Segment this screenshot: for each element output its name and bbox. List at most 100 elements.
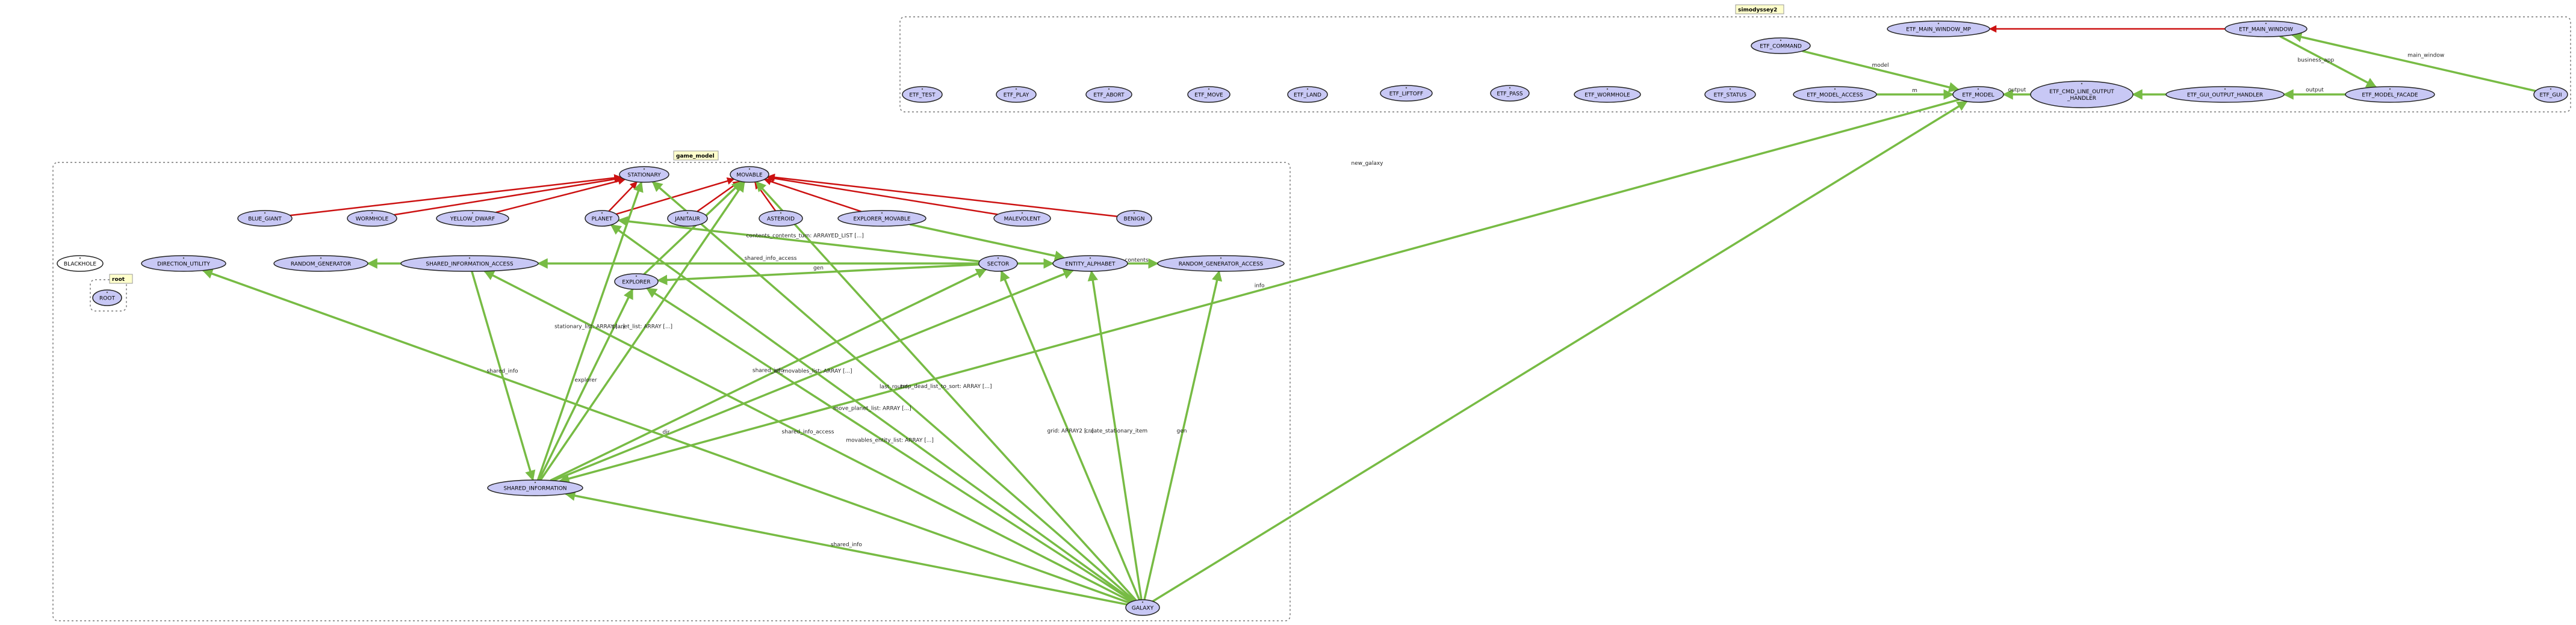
class-node-rng-access[interactable]: RANDOM_GENERATOR_ACCESS bbox=[1157, 255, 1285, 272]
class-marker-dot bbox=[2389, 88, 2391, 90]
class-ellipse[interactable] bbox=[2224, 20, 2308, 37]
class-node-direction-utility[interactable]: DIRECTION_UTILITY bbox=[141, 255, 226, 272]
class-node-model-access[interactable]: ETF_MODEL_ACCESS bbox=[1793, 86, 1877, 103]
class-node-status[interactable]: ETF_STATUS bbox=[1704, 86, 1756, 103]
class-node-move[interactable]: ETF_MOVE bbox=[1187, 86, 1231, 103]
class-ellipse[interactable] bbox=[585, 210, 619, 227]
class-ellipse[interactable] bbox=[92, 289, 122, 306]
class-ellipse[interactable] bbox=[996, 86, 1037, 103]
class-ellipse[interactable] bbox=[1187, 86, 1231, 103]
class-node-explorer[interactable]: EXPLORER bbox=[614, 273, 659, 290]
class-ellipse[interactable] bbox=[237, 210, 293, 227]
class-node-liftoff[interactable]: ETF_LIFTOFF bbox=[1380, 85, 1433, 102]
cluster-label-tab bbox=[109, 274, 133, 284]
class-ellipse[interactable] bbox=[730, 166, 769, 183]
class-ellipse[interactable] bbox=[1125, 599, 1160, 616]
class-node-model[interactable]: ETF_MODEL bbox=[1952, 86, 2004, 103]
class-node-root[interactable]: ROOT bbox=[92, 289, 122, 306]
class-node-command[interactable]: ETF_COMMAND bbox=[1751, 37, 1811, 54]
class-node-sector[interactable]: SECTOR bbox=[978, 255, 1018, 272]
class-node-yellow-dwarf[interactable]: YELLOW_DWARF bbox=[436, 210, 509, 227]
class-node-wormhole-cmd[interactable]: ETF_WORMHOLE bbox=[1574, 86, 1641, 103]
class-node-main-window-mp[interactable]: ETF_MAIN_WINDOW_MP bbox=[1887, 20, 1990, 37]
class-ellipse[interactable] bbox=[759, 210, 803, 227]
class-node-blue-giant[interactable]: BLUE_GIANT bbox=[237, 210, 293, 227]
class-ellipse[interactable] bbox=[400, 255, 539, 272]
class-node-land[interactable]: ETF_LAND bbox=[1287, 86, 1328, 103]
class-node-blackhole[interactable]: BLACKHOLE bbox=[57, 255, 104, 272]
class-ellipse[interactable] bbox=[1287, 86, 1328, 103]
class-node-test[interactable]: ETF_TEST bbox=[902, 86, 943, 103]
class-node-planet[interactable]: PLANET bbox=[585, 210, 619, 227]
class-marker-dot bbox=[264, 212, 266, 214]
class-node-asteroid[interactable]: ASTEROID bbox=[759, 210, 803, 227]
class-ellipse[interactable] bbox=[2165, 86, 2285, 103]
class-node-explorer-movable[interactable]: EXPLORER_MOVABLE bbox=[837, 210, 926, 227]
class-ellipse[interactable] bbox=[614, 273, 659, 290]
edge-label: output bbox=[2306, 87, 2324, 93]
class-node-movable[interactable]: MOVABLE bbox=[730, 166, 769, 183]
edge-label: stationary_list: ARRAY [...] bbox=[554, 324, 625, 330]
edge-label: shared_info bbox=[831, 542, 863, 548]
class-ellipse[interactable] bbox=[978, 255, 1018, 272]
cluster-label: game_model bbox=[676, 153, 715, 159]
class-node-abort[interactable]: ETF_ABORT bbox=[1085, 86, 1132, 103]
class-ellipse[interactable] bbox=[2345, 86, 2435, 103]
class-ellipse[interactable] bbox=[993, 210, 1051, 227]
class-marker-dot bbox=[2550, 88, 2552, 90]
class-marker-dot bbox=[534, 481, 536, 484]
class-ellipse[interactable] bbox=[436, 210, 509, 227]
class-ellipse[interactable] bbox=[837, 210, 926, 227]
class-ellipse[interactable] bbox=[1704, 86, 1756, 103]
class-ellipse[interactable] bbox=[1952, 86, 2004, 103]
class-ellipse[interactable] bbox=[141, 255, 226, 272]
class-ellipse[interactable] bbox=[347, 210, 397, 227]
class-node-janitaur[interactable]: JANITAUR bbox=[667, 210, 708, 227]
class-node-shared-info-access[interactable]: SHARED_INFORMATION_ACCESS bbox=[400, 255, 539, 272]
class-ellipse[interactable] bbox=[619, 166, 669, 183]
class-node-pass[interactable]: ETF_PASS bbox=[1490, 85, 1530, 102]
class-node-random-generator[interactable]: RANDOM_GENERATOR bbox=[273, 255, 368, 272]
class-ellipse[interactable] bbox=[1793, 86, 1877, 103]
class-label: RANDOM_GENERATOR_ACCESS bbox=[1179, 262, 1264, 268]
class-ellipse[interactable] bbox=[667, 210, 708, 227]
edge-label: contents bbox=[1125, 257, 1148, 263]
class-marker-dot bbox=[601, 212, 603, 214]
class-node-gui-output[interactable]: ETF_GUI_OUTPUT_HANDLER bbox=[2165, 86, 2285, 103]
client-edge-sector-to-explorer bbox=[656, 263, 979, 286]
class-ellipse[interactable] bbox=[1116, 210, 1152, 227]
edge-label: shared_info bbox=[753, 368, 784, 374]
class-ellipse[interactable] bbox=[1574, 86, 1641, 103]
class-ellipse[interactable] bbox=[2533, 86, 2568, 103]
class-ellipse[interactable] bbox=[1490, 85, 1530, 102]
class-ellipse[interactable] bbox=[1085, 86, 1132, 103]
class-ellipse[interactable] bbox=[487, 479, 583, 496]
class-ellipse[interactable] bbox=[1887, 20, 1990, 37]
class-node-benign[interactable]: BENIGN bbox=[1116, 210, 1152, 227]
class-ellipse[interactable] bbox=[1052, 255, 1128, 272]
client-edge-galaxy-to-movable bbox=[755, 180, 1137, 602]
class-node-wormhole[interactable]: WORMHOLE bbox=[347, 210, 397, 227]
class-marker-dot bbox=[635, 275, 638, 277]
class-node-model-facade[interactable]: ETF_MODEL_FACADE bbox=[2345, 86, 2435, 103]
class-node-gui[interactable]: ETF_GUI bbox=[2533, 86, 2568, 103]
class-ellipse[interactable] bbox=[902, 86, 943, 103]
class-node-main-window[interactable]: ETF_MAIN_WINDOW bbox=[2224, 20, 2308, 37]
class-node-play[interactable]: ETF_PLAY bbox=[996, 86, 1037, 103]
class-marker-dot bbox=[1133, 212, 1135, 214]
class-ellipse[interactable] bbox=[57, 255, 104, 272]
class-ellipse[interactable] bbox=[1751, 37, 1811, 54]
class-node-stationary[interactable]: STATIONARY bbox=[619, 166, 669, 183]
class-ellipse[interactable] bbox=[2030, 81, 2134, 108]
class-ellipse[interactable] bbox=[1157, 255, 1285, 272]
class-label: ETF_MODEL_FACADE bbox=[2362, 93, 2418, 99]
class-node-cmd-line[interactable]: ETF_CMD_LINE_OUTPUT _HANDLER bbox=[2030, 81, 2134, 108]
class-ellipse[interactable] bbox=[1380, 85, 1433, 102]
class-ellipse[interactable] bbox=[273, 255, 368, 272]
class-node-entity-alphabet[interactable]: ENTITY_ALPHABET bbox=[1052, 255, 1128, 272]
class-node-galaxy[interactable]: GALAXY bbox=[1125, 599, 1160, 616]
class-node-shared-information[interactable]: SHARED_INFORMATION bbox=[487, 479, 583, 496]
class-node-malevolent[interactable]: MALEVOLENT bbox=[993, 210, 1051, 227]
class-label: MALEVOLENT bbox=[1004, 217, 1041, 223]
class-marker-dot bbox=[1937, 22, 1940, 25]
